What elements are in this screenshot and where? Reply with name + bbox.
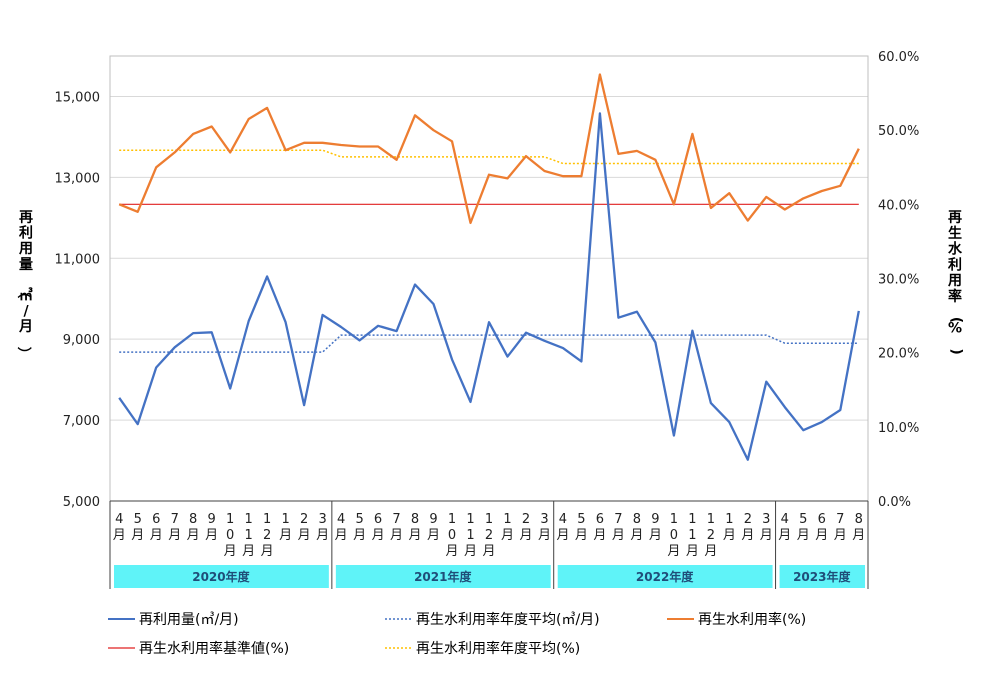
fiscal-year-label: 2020年度 [192,569,250,584]
legend: 再利用量(㎥/月) 再生水利用率年度平均(㎥/月) 再生水利用率(%) 再生水利用率基… [108,611,806,657]
legend-label: 再生水利用率(%) [698,611,806,628]
left-axis-ticks: 5,000 7,000 9,000 11,000 13,000 15,000 [55,90,101,510]
fiscal-year-label: 2023年度 [793,569,851,584]
right-tick-label: 20.0% [878,347,919,362]
series-line [119,334,859,353]
fiscal-year-band [779,565,865,588]
legend-label: 再生水利用率年度平均(㎥/月) [416,611,600,628]
left-axis-title: 再利用量（㎥/月） [15,210,33,361]
fiscal-year-label: 2021年度 [414,569,472,584]
left-tick-label: 9,000 [63,333,100,348]
fiscal-year-bands: 2020年度 2021年度 2022年度 2023年度 [109,501,869,589]
series-line [118,112,860,461]
series-lines [118,73,860,461]
series-line [118,73,860,225]
fiscal-year-band [114,565,329,588]
right-axis-title: 再生水利用率(%) [948,210,964,355]
left-tick-label: 15,000 [55,90,101,105]
plot-frame [109,55,869,502]
fiscal-year-band [335,565,551,588]
fiscal-year-band [557,565,773,588]
right-tick-label: 40.0% [878,198,919,213]
right-tick-label: 30.0% [878,273,919,288]
right-tick-label: 0.0% [878,495,911,510]
right-tick-label: 60.0% [878,50,919,65]
fiscal-year-label: 2022年度 [636,569,694,584]
right-axis-ticks: 0.0% 10.0% 20.0% 30.0% 40.0% 50.0% 60.0% [878,50,919,510]
legend-label: 再利用量(㎥/月) [139,612,239,628]
axis-titles: 再利用量（㎥/月） 再生水利用率(%) [15,210,964,361]
right-tick-label: 10.0% [878,421,919,436]
legend-label: 再生水利用率年度平均(%) [416,640,580,657]
gridlines [110,95,868,421]
left-tick-label: 5,000 [63,495,100,510]
month-axis-labels: 4 月5 月6 月7 月8 月9 月1 0 月1 1 月1 2 月1 月2 月3 月4 月5 月6 月7 月8 月9 月1… [113,512,866,559]
right-tick-label: 50.0% [878,124,919,139]
left-tick-label: 11,000 [55,252,101,267]
left-tick-label: 7,000 [63,414,100,429]
left-tick-label: 13,000 [55,171,101,186]
legend-label: 再生水利用率基準値(%) [139,640,289,657]
